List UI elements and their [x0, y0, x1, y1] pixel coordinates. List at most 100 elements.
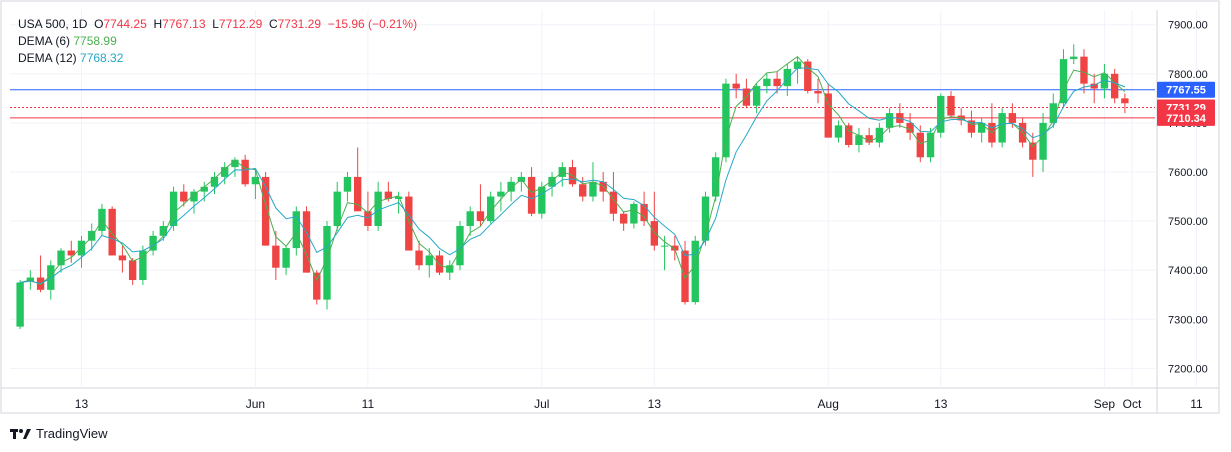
- candle-body: [875, 127, 884, 143]
- candle-body: [660, 245, 669, 247]
- candle-body: [814, 91, 822, 94]
- candle-body: [804, 61, 812, 91]
- candle-body: [599, 181, 607, 192]
- price-badge-label: 7767.55: [1166, 85, 1206, 97]
- symbol-name[interactable]: USA 500: [18, 17, 66, 31]
- candle-body: [1059, 59, 1068, 104]
- candle-body: [1070, 56, 1078, 60]
- candle-body: [231, 159, 239, 168]
- candle-body: [405, 196, 413, 251]
- candle-body: [650, 221, 659, 246]
- candle-body: [1110, 73, 1119, 99]
- candle-body: [261, 176, 270, 246]
- dema6-line: [19, 56, 1126, 286]
- candle-body: [241, 159, 249, 185]
- candle-body: [221, 167, 229, 177]
- candle-body: [169, 191, 178, 226]
- tradingview-icon: [10, 428, 31, 439]
- price-badge-label: 7710.34: [1166, 113, 1207, 125]
- candle-body: [548, 176, 556, 187]
- close-label: C: [268, 17, 278, 31]
- ohlc-row: USA 500, 1D O7744.25 H7767.13 L7712.29 C…: [18, 17, 418, 31]
- candle-body: [456, 226, 464, 266]
- y-tick-label: 7300.00: [1168, 314, 1208, 326]
- candle-body: [712, 157, 720, 197]
- candle-body: [497, 191, 505, 197]
- x-tick-label: 13: [934, 397, 948, 411]
- price-badge: 7767.55: [1157, 81, 1215, 98]
- candle-body: [139, 250, 147, 280]
- candle-body: [691, 240, 699, 303]
- candle-body: [906, 122, 914, 133]
- candle-body: [783, 68, 791, 87]
- candle-body: [1008, 113, 1017, 123]
- dema12-value: 7768.32: [80, 51, 124, 65]
- y-tick-label: 7200.00: [1168, 363, 1208, 375]
- candle-body: [486, 196, 495, 222]
- candle-body: [384, 191, 393, 199]
- candle-body: [1121, 98, 1129, 104]
- candle-body: [681, 250, 689, 303]
- candle-body: [251, 176, 260, 185]
- candle-body: [998, 113, 1006, 143]
- candle-body: [394, 196, 403, 199]
- candle-body: [967, 120, 976, 133]
- candle-body: [313, 272, 321, 300]
- candle-body: [272, 245, 280, 268]
- candle-body: [210, 176, 219, 187]
- x-tick-label: Sep: [1094, 397, 1116, 411]
- candle-body: [793, 61, 802, 69]
- open-value: 7744.25: [103, 17, 147, 31]
- price-badge-bg: [1157, 109, 1215, 126]
- x-tick-label: 13: [648, 397, 662, 411]
- x-tick-label: Jul: [534, 397, 549, 411]
- candle-body: [609, 191, 618, 214]
- candle-body: [1080, 56, 1088, 84]
- dema6-value: 7758.99: [73, 34, 117, 48]
- high-value: 7767.13: [162, 17, 206, 31]
- candle-body: [354, 176, 362, 212]
- price-badge: 7710.34: [1157, 109, 1215, 126]
- candle-body: [1049, 103, 1057, 123]
- candle-body: [476, 211, 485, 222]
- dema6-row[interactable]: DEMA (6) 7758.99: [18, 33, 417, 50]
- candle-body: [333, 191, 341, 226]
- candle-body: [26, 277, 35, 281]
- candle-body: [619, 213, 628, 224]
- candle-body: [282, 248, 290, 268]
- candle-body: [1039, 122, 1047, 160]
- x-tick-label: 11: [362, 397, 375, 411]
- x-tick-label: Jun: [246, 397, 265, 411]
- candle-body: [1090, 83, 1098, 89]
- candle-body: [834, 125, 843, 138]
- candle-body: [159, 226, 168, 236]
- candle-body: [190, 191, 198, 202]
- chart-legend: USA 500, 1D O7744.25 H7767.13 L7712.29 C…: [18, 16, 417, 67]
- interval[interactable]: 1D: [72, 17, 88, 31]
- dema12-row[interactable]: DEMA (12) 7768.32: [18, 50, 417, 67]
- candle-body: [926, 132, 935, 158]
- tradingview-logo[interactable]: TradingView: [10, 426, 108, 441]
- chart-frame: [0, 0, 1220, 414]
- candle-body: [630, 203, 638, 224]
- candle-body: [415, 250, 423, 266]
- candle-body: [752, 86, 761, 106]
- candle-body: [466, 211, 474, 226]
- y-tick-label: 7800.00: [1168, 69, 1208, 81]
- candle-body: [865, 135, 873, 143]
- y-axis-ticks: 7200.007300.007400.007500.007600.007700.…: [1168, 20, 1208, 376]
- candles: [16, 44, 1129, 330]
- close-value: 7731.29: [277, 17, 322, 31]
- candle-body: [364, 211, 372, 226]
- candle-body: [425, 255, 433, 266]
- candle-body: [57, 250, 65, 266]
- candle-body: [507, 181, 515, 192]
- candle-body: [1029, 142, 1037, 160]
- candle-body: [977, 122, 986, 133]
- candle-body: [435, 255, 444, 273]
- candle-body: [845, 125, 853, 145]
- candle-body: [343, 176, 352, 192]
- candle-body: [292, 211, 300, 249]
- x-tick-label: 11: [1190, 397, 1203, 411]
